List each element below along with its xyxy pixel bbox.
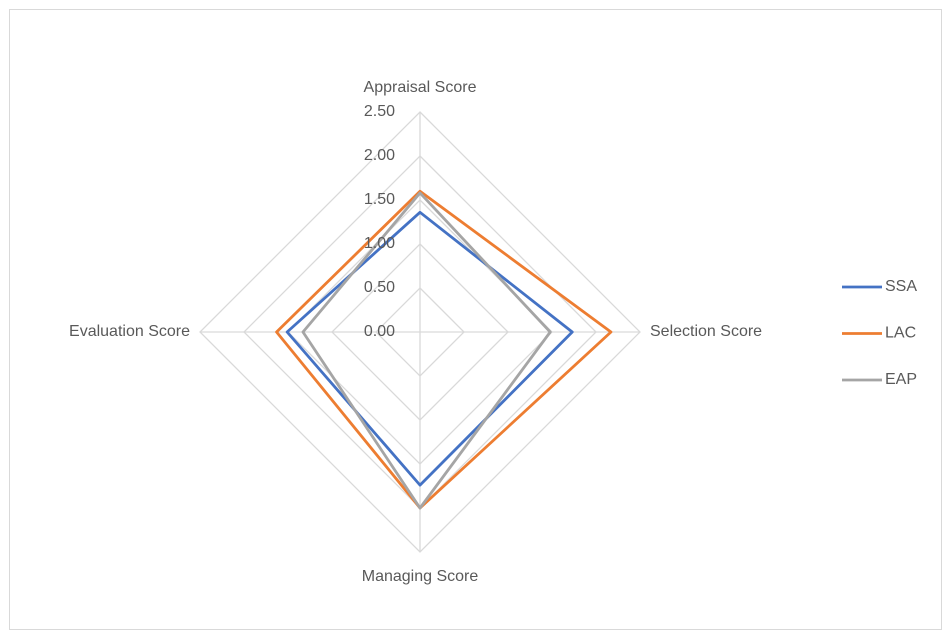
category-label: Evaluation Score — [69, 323, 190, 340]
series-line — [285, 210, 574, 487]
category-label: Appraisal Score — [364, 79, 477, 96]
y-tick-label: 1.00 — [364, 235, 395, 252]
y-tick-label: 2.00 — [364, 147, 395, 164]
y-tick-label: 0.00 — [364, 323, 395, 340]
legend-label: LAC — [885, 325, 916, 342]
category-label: Managing Score — [362, 568, 479, 585]
category-label: Selection Score — [650, 323, 762, 340]
y-tick-label: 2.50 — [364, 103, 395, 120]
series-line — [301, 191, 552, 510]
y-tick-label: 0.50 — [364, 279, 395, 296]
legend-label: SSA — [885, 278, 917, 295]
chart-frame — [9, 9, 942, 630]
y-tick-label: 1.50 — [364, 191, 395, 208]
legend-label: EAP — [885, 371, 917, 388]
